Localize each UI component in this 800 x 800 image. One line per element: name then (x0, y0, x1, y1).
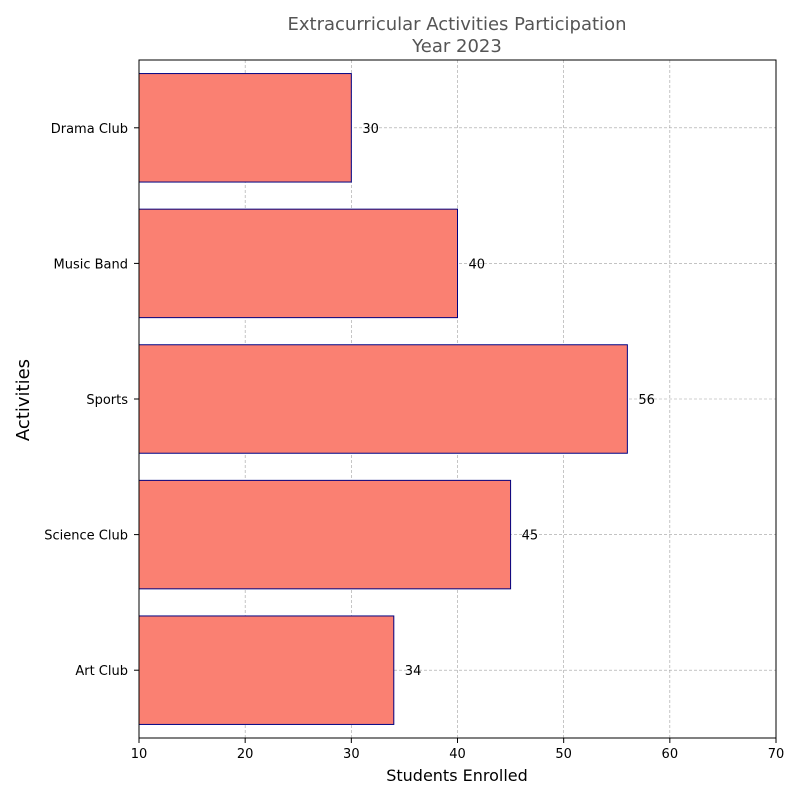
y-tick-label: Music Band (54, 257, 129, 272)
bar (138, 208, 458, 319)
y-tick-label: Science Club (44, 529, 128, 544)
bar-value-label: 45 (522, 529, 539, 544)
chart-title-line2: Year 2023 (411, 36, 502, 57)
y-tick-label: Drama Club (51, 122, 128, 137)
bar-value-label: 56 (638, 393, 655, 408)
y-tick-label: Sports (86, 393, 128, 408)
bar-value-label: 30 (362, 122, 379, 137)
x-tick-label: 50 (555, 747, 572, 762)
y-ticks: Art Club Science Club Sports Music Band Dram… (44, 122, 139, 679)
bar (138, 615, 395, 725)
bar-labels: 34 45 56 40 30 (362, 122, 655, 679)
x-tick-label: 30 (343, 747, 360, 762)
y-tick-label: Art Club (75, 664, 128, 679)
y-axis-label: Activities (13, 359, 34, 441)
bar (138, 479, 512, 590)
x-tick-label: 60 (662, 747, 679, 762)
chart-title-line1: Extracurricular Activities Participation (288, 14, 627, 35)
bar-value-label: 34 (405, 664, 422, 679)
x-tick-label: 70 (768, 747, 785, 762)
bar-value-label: 40 (469, 257, 486, 272)
bar (138, 73, 352, 183)
bar (138, 344, 628, 454)
x-axis-label: Students Enrolled (386, 766, 528, 785)
x-tick-label: 40 (449, 747, 466, 762)
x-tick-label: 10 (131, 747, 148, 762)
x-tick-label: 20 (237, 747, 254, 762)
bars (138, 73, 628, 725)
x-ticks: 10 20 30 40 50 60 70 (131, 738, 785, 762)
